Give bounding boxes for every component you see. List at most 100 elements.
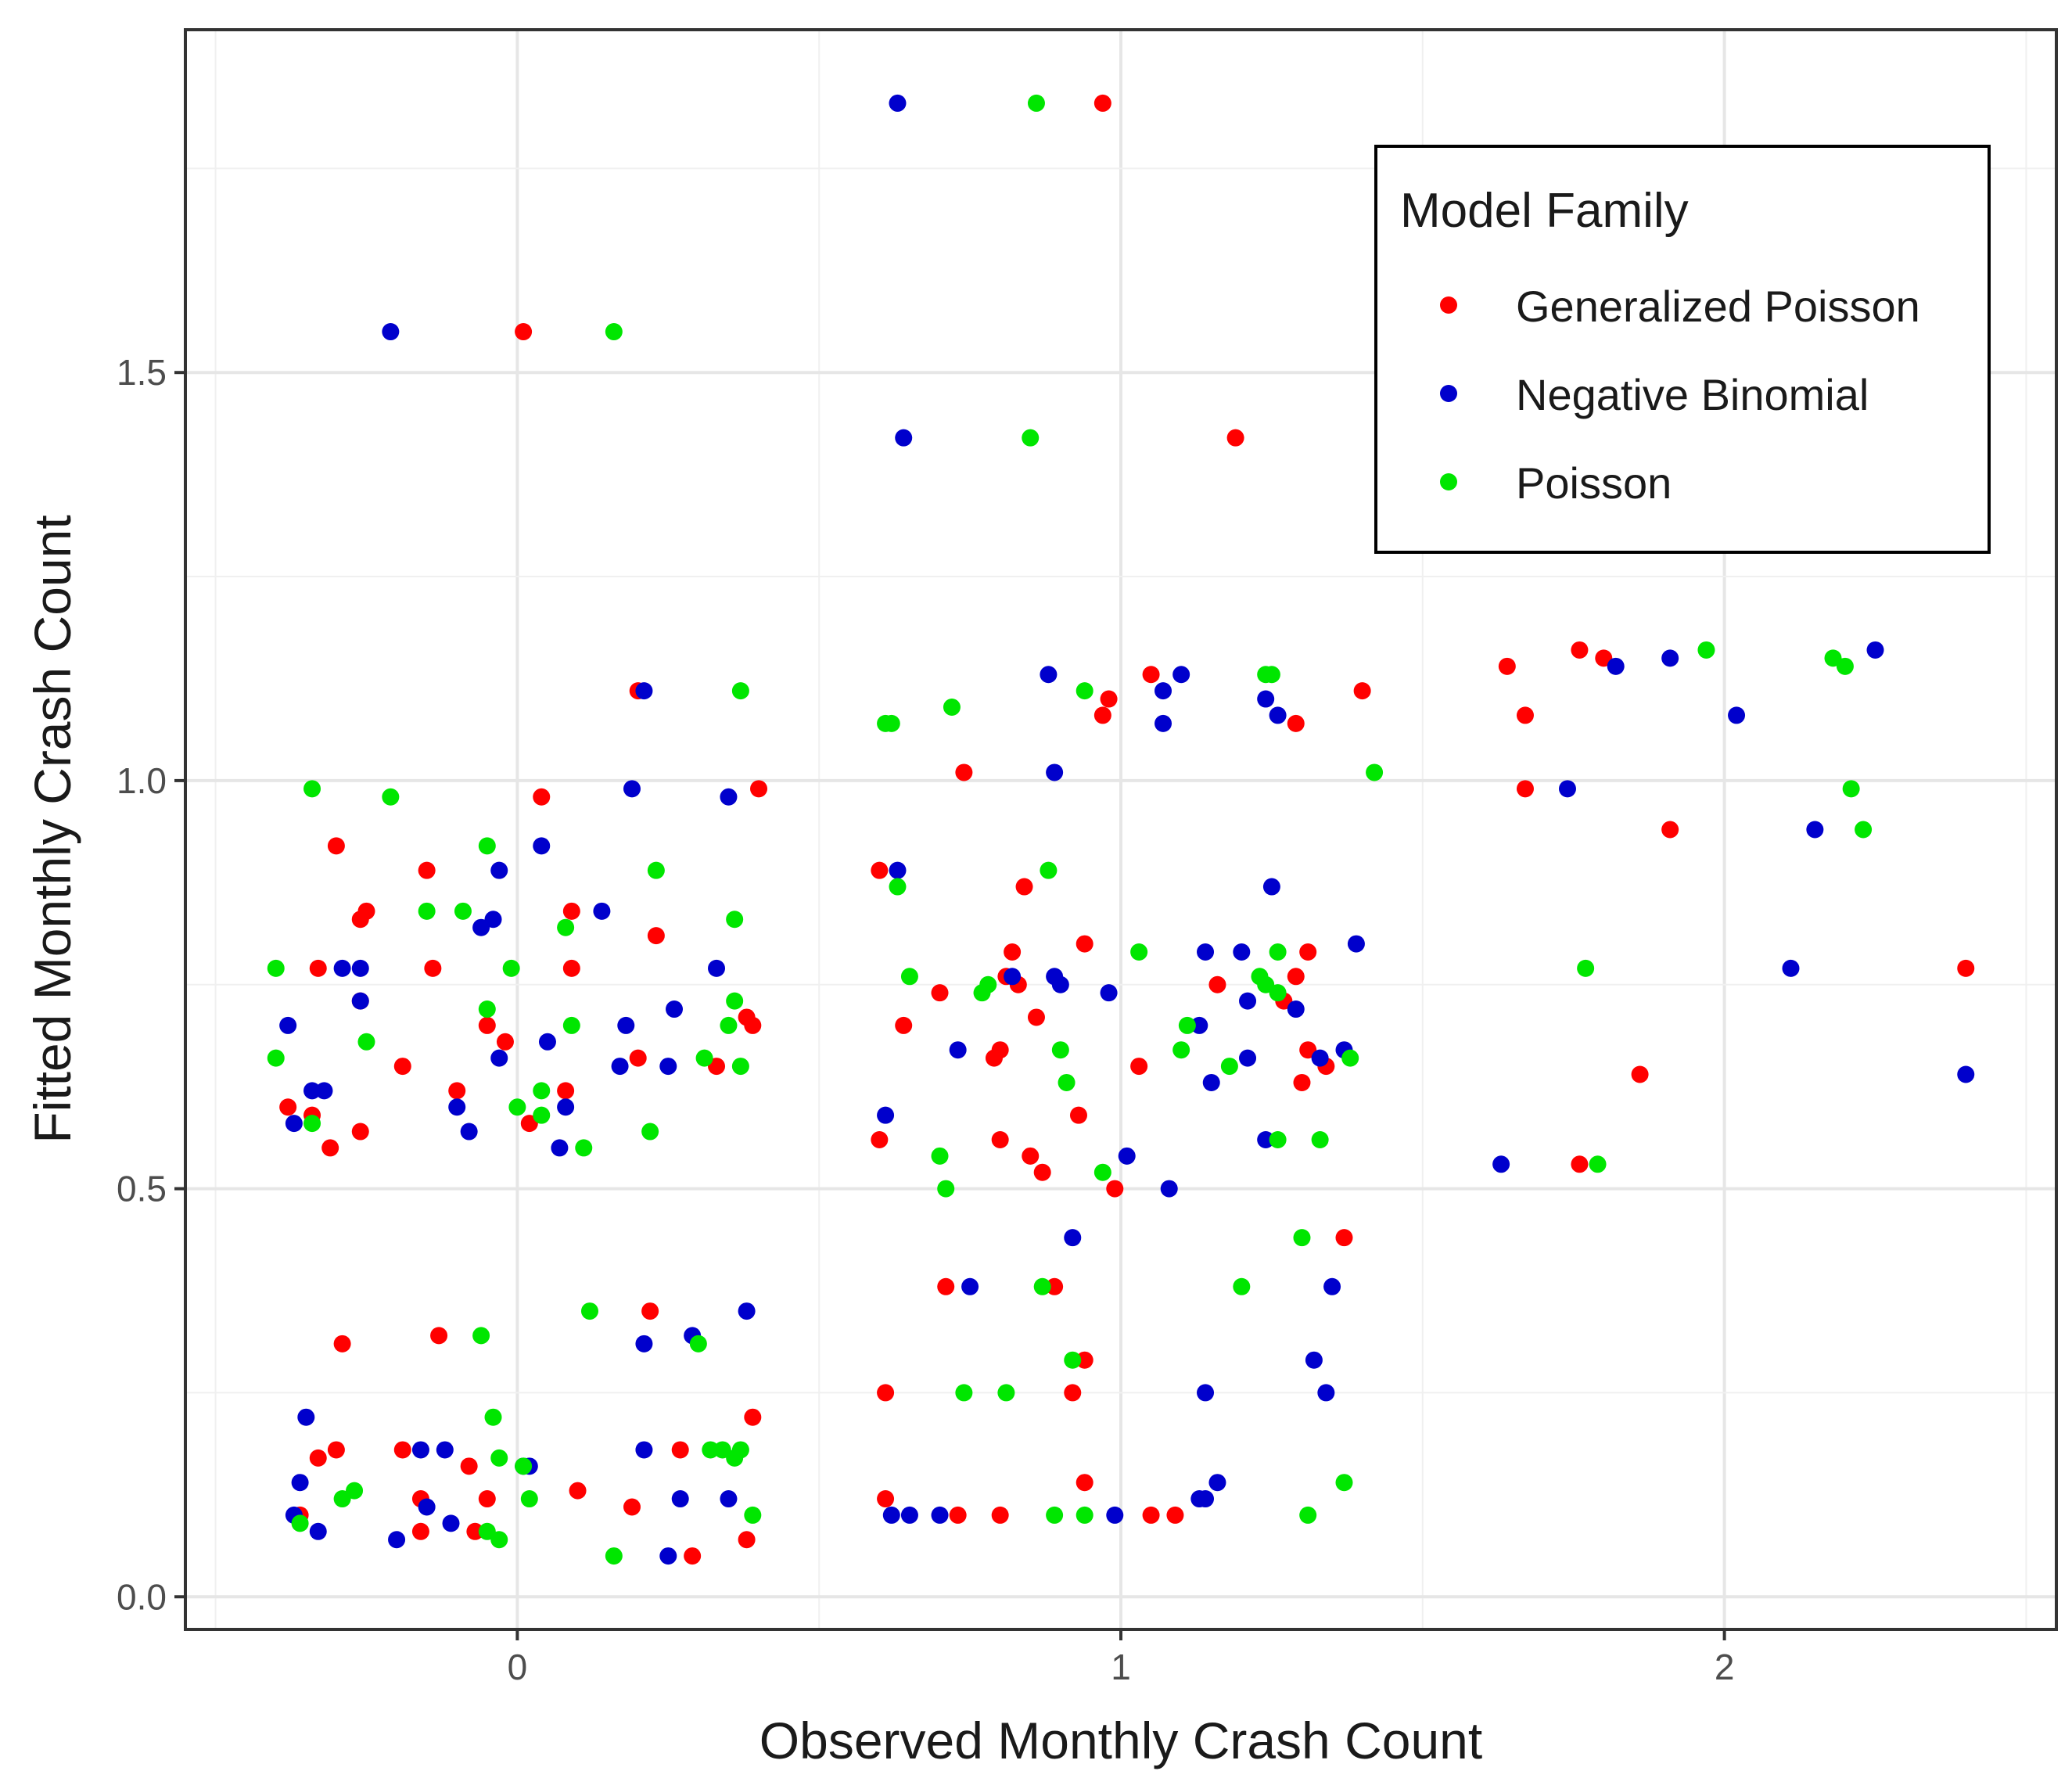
point-poisson: [1233, 1277, 1251, 1295]
point-negative-binomial: [279, 1016, 297, 1034]
point-negative-binomial: [931, 1506, 949, 1524]
point-generalized-poisson: [1299, 943, 1317, 961]
point-generalized-poisson: [623, 1498, 641, 1516]
point-poisson: [267, 959, 285, 977]
point-poisson: [303, 1115, 321, 1133]
point-negative-binomial: [1118, 1147, 1136, 1165]
x-tick-label: 2: [1715, 1647, 1735, 1687]
point-generalized-poisson: [478, 1016, 496, 1034]
point-negative-binomial: [448, 1098, 466, 1116]
point-generalized-poisson: [1571, 641, 1589, 659]
point-generalized-poisson: [991, 1130, 1009, 1148]
point-generalized-poisson: [1661, 821, 1679, 839]
point-negative-binomial: [436, 1441, 454, 1459]
point-negative-binomial: [490, 861, 508, 879]
point-poisson: [484, 1408, 502, 1426]
point-generalized-poisson: [448, 1082, 466, 1100]
point-poisson: [508, 1098, 526, 1116]
point-generalized-poisson: [684, 1547, 702, 1565]
point-generalized-poisson: [955, 763, 973, 781]
point-negative-binomial: [877, 1106, 895, 1124]
point-generalized-poisson: [1106, 1180, 1124, 1198]
point-negative-binomial: [1155, 714, 1172, 732]
point-generalized-poisson: [466, 1522, 484, 1540]
point-negative-binomial: [309, 1522, 327, 1540]
point-poisson: [1262, 666, 1280, 684]
point-generalized-poisson: [327, 1441, 345, 1459]
point-generalized-poisson: [750, 780, 768, 798]
point-generalized-poisson: [496, 1033, 514, 1051]
point-generalized-poisson: [1335, 1229, 1353, 1247]
point-negative-binomial: [351, 992, 369, 1010]
point-generalized-poisson: [1299, 1041, 1317, 1059]
point-generalized-poisson: [478, 1490, 496, 1508]
point-generalized-poisson: [1631, 1065, 1649, 1083]
point-poisson: [900, 968, 918, 986]
point-negative-binomial: [1155, 682, 1172, 700]
point-negative-binomial: [1262, 878, 1280, 896]
point-poisson: [1046, 1506, 1064, 1524]
legend-key-poisson: [1440, 473, 1457, 490]
point-negative-binomial: [1661, 649, 1679, 667]
point-generalized-poisson: [949, 1506, 967, 1524]
point-negative-binomial: [1190, 1490, 1208, 1508]
y-tick-label: 0.0: [117, 1576, 167, 1617]
point-negative-binomial: [659, 1547, 677, 1565]
point-poisson: [267, 1049, 285, 1067]
point-generalized-poisson: [1076, 1351, 1093, 1369]
point-negative-binomial: [1197, 943, 1215, 961]
point-generalized-poisson: [393, 1441, 411, 1459]
point-poisson: [605, 1547, 623, 1565]
point-negative-binomial: [1160, 1180, 1178, 1198]
point-poisson: [1366, 763, 1384, 781]
point-generalized-poisson: [1064, 1384, 1082, 1402]
point-negative-binomial: [297, 1408, 315, 1426]
point-negative-binomial: [1064, 1229, 1082, 1247]
point-poisson: [291, 1514, 309, 1532]
point-poisson: [1220, 1058, 1238, 1076]
point-negative-binomial: [551, 1139, 569, 1157]
point-poisson: [490, 1449, 508, 1467]
legend-key-generalized-poisson: [1440, 296, 1457, 314]
point-poisson: [472, 1327, 490, 1345]
point-poisson: [1257, 975, 1275, 993]
point-negative-binomial: [351, 959, 369, 977]
point-poisson: [1697, 641, 1715, 659]
point-poisson: [731, 1058, 749, 1076]
point-poisson: [1335, 1474, 1353, 1492]
point-poisson: [695, 1049, 713, 1067]
point-negative-binomial: [1257, 1130, 1275, 1148]
point-poisson: [731, 682, 749, 700]
point-poisson: [647, 861, 665, 879]
point-poisson: [303, 780, 321, 798]
point-poisson: [605, 323, 623, 341]
point-generalized-poisson: [641, 1302, 659, 1320]
point-negative-binomial: [533, 837, 551, 855]
point-poisson: [702, 1441, 720, 1459]
point-poisson: [346, 1482, 364, 1500]
point-negative-binomial: [1728, 706, 1746, 724]
point-poisson: [1341, 1049, 1359, 1067]
point-generalized-poisson: [1015, 878, 1033, 896]
point-generalized-poisson: [1166, 1506, 1184, 1524]
point-generalized-poisson: [393, 1058, 411, 1076]
point-negative-binomial: [1257, 690, 1275, 708]
point-poisson: [1293, 1229, 1311, 1247]
point-poisson: [689, 1335, 707, 1353]
point-generalized-poisson: [1069, 1106, 1087, 1124]
point-negative-binomial: [382, 323, 400, 341]
point-generalized-poisson: [877, 1384, 895, 1402]
point-negative-binomial: [1305, 1351, 1323, 1369]
point-generalized-poisson: [1076, 1474, 1093, 1492]
point-generalized-poisson: [1004, 943, 1022, 961]
point-negative-binomial: [1311, 1049, 1329, 1067]
point-generalized-poisson: [1293, 1073, 1311, 1091]
y-axis-title: Fitted Monthly Crash Count: [23, 515, 81, 1143]
point-generalized-poisson: [1287, 714, 1305, 732]
point-poisson: [478, 837, 496, 855]
point-poisson: [744, 1506, 762, 1524]
point-generalized-poisson: [309, 959, 327, 977]
point-generalized-poisson: [937, 1277, 955, 1295]
legend-label-negative-binomial: Negative Binomial: [1516, 370, 1869, 419]
point-poisson: [1269, 943, 1287, 961]
